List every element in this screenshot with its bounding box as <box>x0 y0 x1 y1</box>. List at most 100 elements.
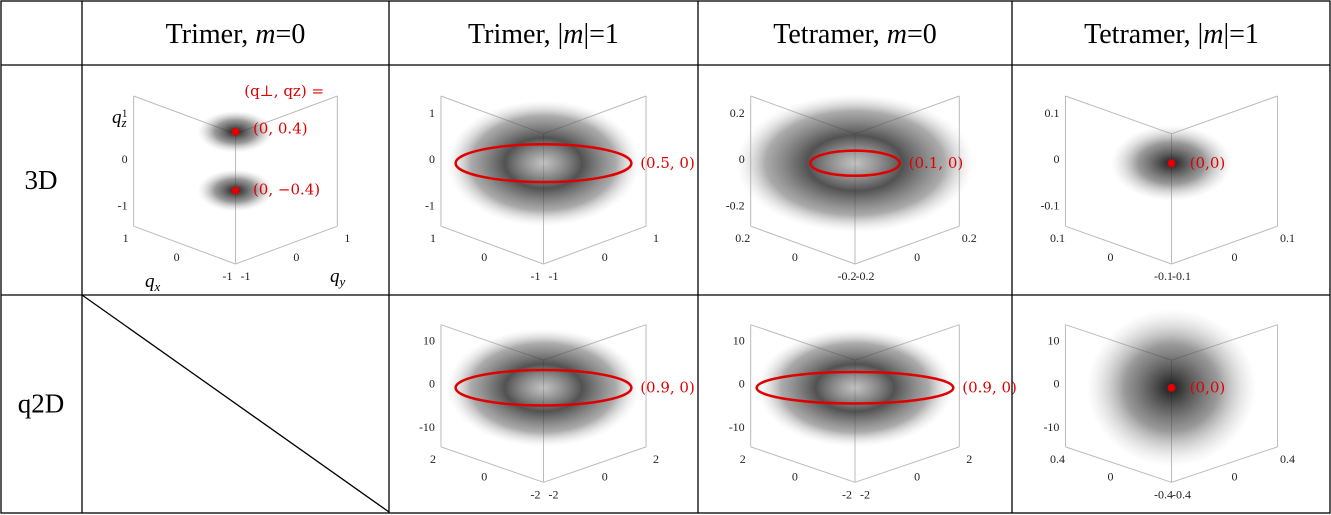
header-prefix: Tetramer, <box>773 19 887 50</box>
header-prefix: Trimer, | <box>468 19 563 50</box>
x-tick-label: -1 <box>223 269 233 283</box>
y-tick-label: 0 <box>602 250 608 264</box>
axis-symbol: q <box>330 266 340 287</box>
z-tick-label: 0 <box>739 152 745 166</box>
y-tick-label: 0 <box>1232 250 1238 264</box>
x-tick-label: 0.2 <box>735 231 750 245</box>
z-tick-label: -10 <box>1043 420 1059 434</box>
x-tick-label: 2 <box>430 452 436 466</box>
axis-label: qz <box>112 107 127 130</box>
header-prefix: Tetramer, | <box>1084 19 1203 50</box>
density-torus <box>446 328 641 447</box>
z-tick-label: -0.2 <box>726 198 745 212</box>
y-tick-label: 2 <box>653 452 659 466</box>
plot: 10 0 -10 2 0 -2 -2 0 2 (0.9, 0) <box>419 324 695 501</box>
density-torus <box>756 328 954 447</box>
axis-box-edge <box>543 446 647 483</box>
axis-box-edge <box>1171 225 1278 265</box>
peak-marker <box>231 186 240 195</box>
axis-box-edge <box>750 225 856 265</box>
y-tick-label: -2 <box>860 487 870 501</box>
axis-subscript: z <box>121 115 127 130</box>
z-tick-label: 0.2 <box>730 106 745 120</box>
plot: 10 0 -10 2 0 -2 -2 0 2 (0.9, 0) <box>729 324 1017 501</box>
axis-label: qy <box>330 266 346 289</box>
axis-box-edge <box>854 225 960 265</box>
y-tick-label: 0.2 <box>962 231 977 245</box>
peak-marker <box>1167 159 1176 168</box>
y-tick-label: -0.4 <box>1172 487 1191 501</box>
peak-ring <box>809 149 901 178</box>
axis-box-edge <box>1171 446 1278 483</box>
density-torus <box>735 93 975 233</box>
z-tick-label: -1 <box>425 198 435 212</box>
x-tick-label: 0 <box>792 250 798 264</box>
y-tick-label: 0 <box>914 470 920 484</box>
peak-annotation: (0.9, 0) <box>640 379 695 397</box>
z-tick-label: 0.1 <box>1044 106 1059 120</box>
peak-annotation: (q⊥, qz) = <box>244 82 324 100</box>
axis-symbol: q <box>145 271 155 292</box>
z-tick-label: 0 <box>429 152 435 166</box>
z-tick-label: -0.1 <box>1040 198 1059 212</box>
z-tick-label: -1 <box>118 198 128 212</box>
peak-annotation: (0.9, 0) <box>962 379 1017 397</box>
z-tick-label: 0 <box>429 377 435 391</box>
z-tick-label: 10 <box>1047 333 1059 347</box>
x-tick-label: 0.4 <box>1050 452 1065 466</box>
peak-ring <box>454 368 633 407</box>
y-tick-label: -1 <box>241 269 251 283</box>
x-tick-label: 1 <box>123 231 129 245</box>
row-label: q2D <box>18 389 65 419</box>
z-tick-label: 1 <box>429 106 435 120</box>
z-tick-label: -10 <box>729 420 745 434</box>
header-suffix: =0 <box>907 19 937 50</box>
y-tick-label: 0 <box>914 250 920 264</box>
peak-ring <box>755 370 955 405</box>
axis-box-edge <box>750 446 856 483</box>
header-variable: m <box>255 19 275 50</box>
x-tick-label: 0 <box>1107 250 1113 264</box>
peak-marker <box>231 127 240 136</box>
x-tick-label: -0.1 <box>1154 269 1173 283</box>
plot: 10 0 -10 0.4 0 -0.4 -0.4 0 0.4 (0,0) <box>1043 308 1295 501</box>
y-tick-label: -0.2 <box>856 269 875 283</box>
axis-subscript: x <box>154 279 161 294</box>
y-tick-label: 0 <box>602 470 608 484</box>
axis-label: qx <box>145 271 161 294</box>
axis-box-edge <box>235 225 338 265</box>
x-tick-label: -2 <box>842 487 852 501</box>
plot: 0.20-0.20.20-0.2 -0.200.2(0.1, 0) <box>726 93 977 283</box>
column-header: Tetramer, m=0 <box>773 19 937 50</box>
y-tick-label: -2 <box>549 487 559 501</box>
peak-marker <box>1167 383 1176 392</box>
z-tick-label: 10 <box>423 333 435 347</box>
header-variable: m <box>1203 19 1223 50</box>
peak-annotation: (0, −0.4) <box>253 181 320 199</box>
header-suffix: |=1 <box>1223 19 1258 50</box>
axis-box-edge <box>440 225 544 265</box>
axis-box-edge <box>1065 446 1172 483</box>
axis-symbol: q <box>112 107 122 128</box>
peak-annotation: (0,0) <box>1190 154 1226 172</box>
density-torus <box>446 100 641 227</box>
axis-box-edge <box>543 225 647 265</box>
z-tick-label: 0 <box>1053 152 1059 166</box>
x-tick-label: 0 <box>481 250 487 264</box>
header-suffix: =0 <box>276 19 306 50</box>
y-tick-label: 0 <box>293 250 299 264</box>
x-tick-label: 0 <box>792 470 798 484</box>
peak-annotation: (0,0) <box>1190 379 1226 397</box>
header-prefix: Trimer, <box>166 19 256 50</box>
row-label: 3D <box>25 165 58 195</box>
peak-annotation: (0, 0.4) <box>253 119 308 137</box>
z-tick-label: -10 <box>419 420 435 434</box>
peak-annotation: (0.1, 0) <box>909 154 964 172</box>
x-tick-label: 0 <box>481 470 487 484</box>
column-header: Trimer, |m|=1 <box>468 19 619 50</box>
y-tick-label: 0 <box>1232 470 1238 484</box>
x-tick-label: 1 <box>430 231 436 245</box>
axis-subscript: y <box>338 274 346 289</box>
peak-ring <box>454 143 633 184</box>
